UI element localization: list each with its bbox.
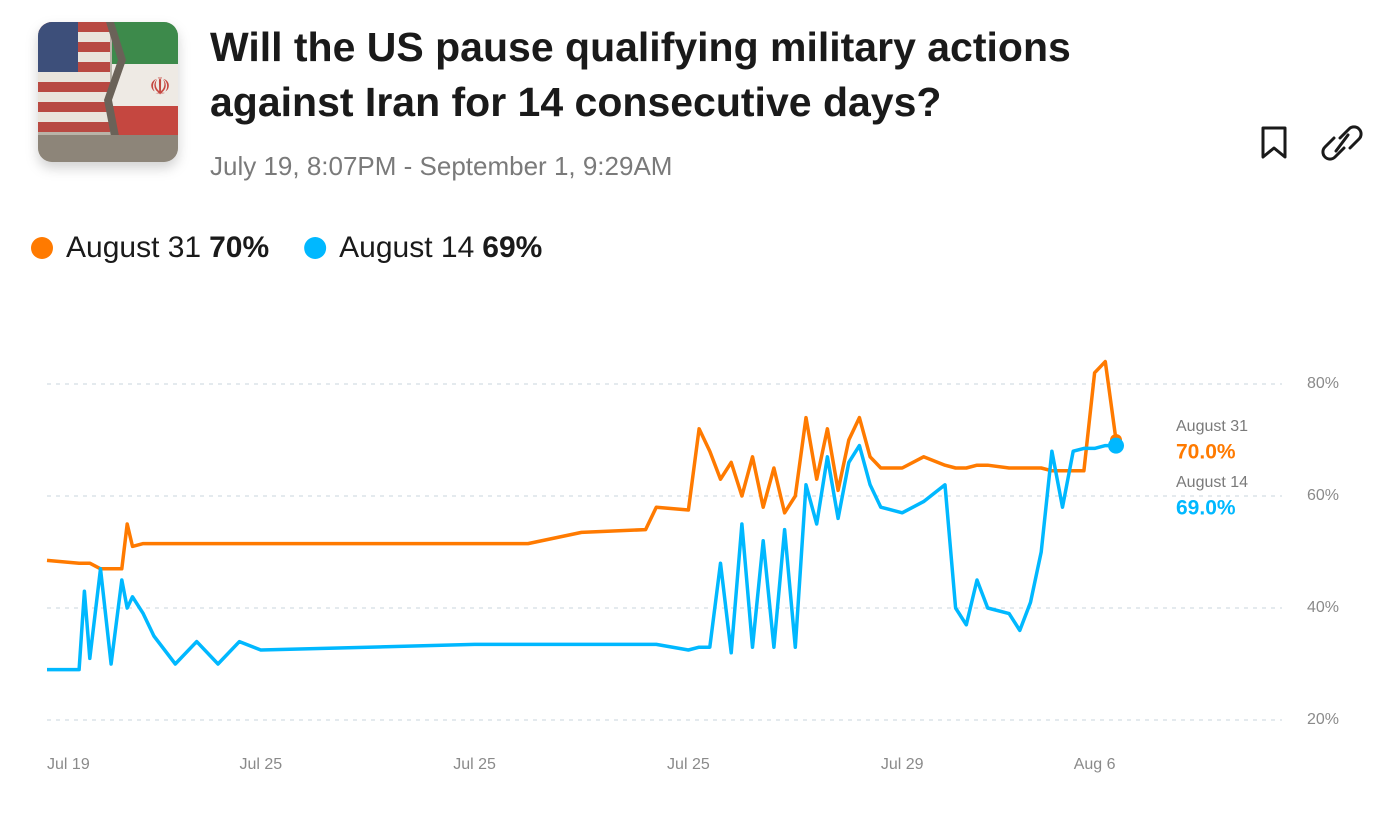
title-line: Will the US pause qualifying military ac…	[210, 24, 1071, 70]
end-series-name: August 14	[1176, 474, 1248, 491]
x-tick-label: Jul 29	[881, 756, 924, 773]
x-tick-label: Jul 25	[239, 756, 282, 773]
legend-marker	[31, 237, 53, 259]
x-tick-label: Jul 25	[667, 756, 710, 773]
legend-value: 70%	[209, 231, 269, 264]
link-button[interactable]	[1321, 125, 1363, 161]
series-line	[46, 359, 1118, 571]
end-value-label: 70.0%	[1176, 441, 1236, 464]
legend-value: 69%	[482, 231, 542, 264]
end-point	[1108, 437, 1124, 454]
x-tick-label: Aug 6	[1074, 756, 1116, 773]
title-line: against Iran for 14 consecutive days?	[210, 79, 941, 125]
y-tick-label: 20%	[1307, 711, 1339, 728]
y-tick-label: 60%	[1307, 487, 1339, 504]
series-line	[47, 443, 1116, 672]
market-icon: ☫	[38, 22, 178, 162]
svg-text:☫: ☫	[149, 73, 171, 100]
legend: August 31 70% August 14 69%	[31, 231, 542, 264]
legend-marker	[304, 237, 327, 259]
y-tick-label: 40%	[1307, 599, 1339, 616]
end-series-name: August 31	[1176, 418, 1248, 435]
y-tick-label: 80%	[1307, 375, 1339, 392]
legend-label: August 14	[339, 231, 474, 264]
x-tick-label: Jul 19	[47, 756, 90, 773]
legend-label: August 31	[66, 231, 201, 264]
bookmark-button[interactable]	[1261, 126, 1287, 159]
end-value-label: 69.0%	[1176, 497, 1236, 520]
x-tick-label: Jul 25	[453, 756, 496, 773]
subtitle: July 19, 8:07PM - September 1, 9:29AM	[210, 151, 672, 181]
